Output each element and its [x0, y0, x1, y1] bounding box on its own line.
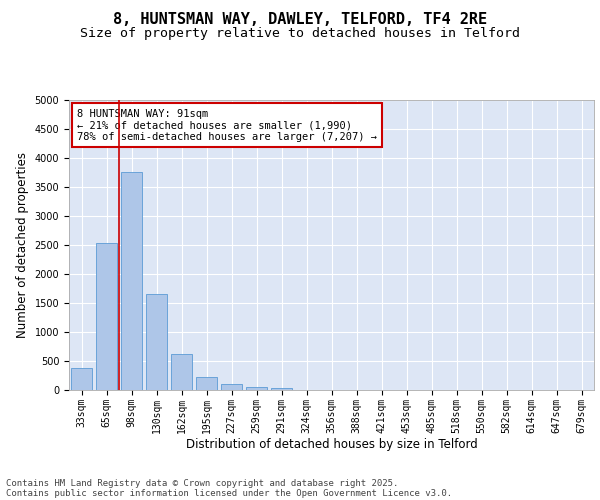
Bar — [121, 172, 142, 390]
Bar — [196, 376, 217, 390]
Text: Contains HM Land Registry data © Crown copyright and database right 2025.: Contains HM Land Registry data © Crown c… — [6, 478, 398, 488]
Text: 8, HUNTSMAN WAY, DAWLEY, TELFORD, TF4 2RE: 8, HUNTSMAN WAY, DAWLEY, TELFORD, TF4 2R… — [113, 12, 487, 28]
Text: 8 HUNTSMAN WAY: 91sqm
← 21% of detached houses are smaller (1,990)
78% of semi-d: 8 HUNTSMAN WAY: 91sqm ← 21% of detached … — [77, 108, 377, 142]
Bar — [71, 368, 92, 390]
Text: Size of property relative to detached houses in Telford: Size of property relative to detached ho… — [80, 28, 520, 40]
Y-axis label: Number of detached properties: Number of detached properties — [16, 152, 29, 338]
X-axis label: Distribution of detached houses by size in Telford: Distribution of detached houses by size … — [185, 438, 478, 452]
Text: Contains public sector information licensed under the Open Government Licence v3: Contains public sector information licen… — [6, 488, 452, 498]
Bar — [96, 244, 117, 390]
Bar — [271, 388, 292, 390]
Bar — [146, 294, 167, 390]
Bar — [246, 386, 267, 390]
Bar — [221, 384, 242, 390]
Bar — [171, 354, 192, 390]
